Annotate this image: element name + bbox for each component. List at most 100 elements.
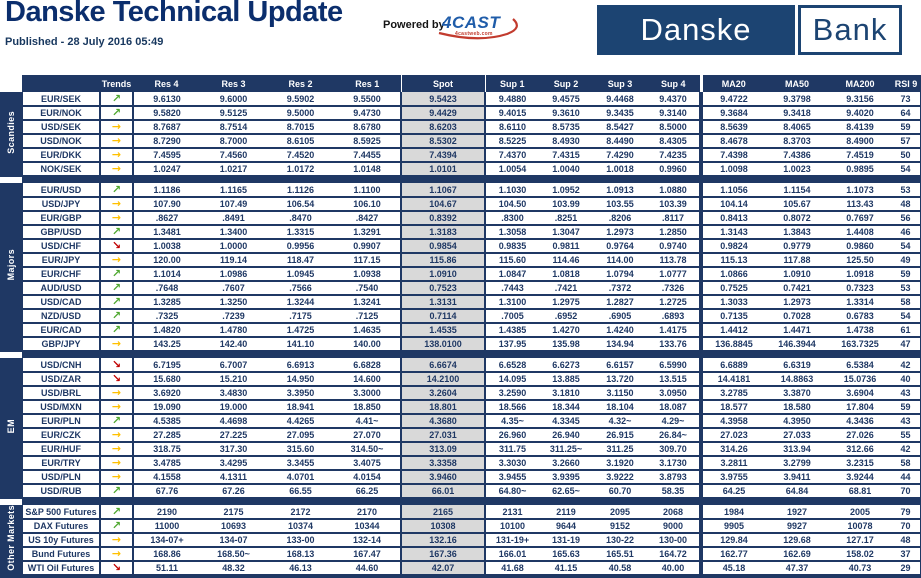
sup4-cell: 0.9740 xyxy=(647,239,703,254)
res4-cell: 6.7195 xyxy=(133,358,200,373)
sup1-cell: 9.4015 xyxy=(485,106,539,121)
sup2-cell: 18.344 xyxy=(539,400,593,415)
table-corner xyxy=(0,75,22,92)
sup4-cell: 9000 xyxy=(647,519,703,534)
ma50-cell: 9927 xyxy=(765,519,829,534)
pair-cell: USD/ZAR xyxy=(21,372,101,387)
res4-cell: 168.86 xyxy=(133,547,200,562)
res3-cell: .8491 xyxy=(200,211,267,226)
rsi9-cell: 59 xyxy=(891,120,921,135)
ma20-cell: 314.26 xyxy=(701,442,765,457)
pair-cell: EUR/JPY xyxy=(21,253,101,268)
pair-cell: EUR/CHF xyxy=(21,267,101,282)
res1-cell: 2170 xyxy=(334,505,401,520)
trend-cell: → xyxy=(100,547,134,562)
trend-cell: ↗ xyxy=(100,267,134,282)
res1-cell: .7540 xyxy=(334,281,401,296)
res1-cell: 66.25 xyxy=(334,484,401,499)
spot-cell: 4.3680 xyxy=(400,414,486,429)
trend-cell: → xyxy=(100,162,134,177)
sup3-cell: .7372 xyxy=(593,281,647,296)
table-row: EUR/NOK ↗ 9.5820 9.5125 9.5000 9.4730 9.4429 9.… xyxy=(0,106,921,121)
pair-cell: EUR/PLN xyxy=(21,414,101,429)
res1-cell: 140.00 xyxy=(334,337,401,352)
trend-cell: → xyxy=(100,428,134,443)
ma20-cell: 9.3684 xyxy=(701,106,765,121)
rsi9-cell: 48 xyxy=(891,197,921,212)
ma50-cell: 1.0910 xyxy=(765,267,829,282)
ma50-cell: 1.2973 xyxy=(765,295,829,310)
res3-cell: 3.4830 xyxy=(200,386,267,401)
4cast-logo: 4CAST 4castweb.com xyxy=(429,7,529,43)
pair-cell: US 10y Futures xyxy=(21,533,101,548)
pair-cell: USD/CAD xyxy=(21,295,101,310)
sup3-cell: 3.1150 xyxy=(593,386,647,401)
sup3-cell: 311.25 xyxy=(593,442,647,457)
res3-cell: 9.6000 xyxy=(200,92,267,107)
res3-cell: 7.4560 xyxy=(200,148,267,163)
res3-cell: 4.1311 xyxy=(200,470,267,485)
res1-cell: 18.850 xyxy=(334,400,401,415)
trend-cell: → xyxy=(100,134,134,149)
pair-column-header xyxy=(22,75,100,92)
sup1-cell: 3.9455 xyxy=(485,470,539,485)
res3-cell: 1.0217 xyxy=(200,162,267,177)
sup3-cell: 134.94 xyxy=(593,337,647,352)
trend-down-icon: ↘ xyxy=(111,358,122,371)
column-header-ma50: MA50 xyxy=(765,75,829,92)
pair-cell: EUR/CAD xyxy=(21,323,101,338)
ma20-cell: 7.4398 xyxy=(701,148,765,163)
trend-cell: ↘ xyxy=(100,561,134,577)
res1-cell: 1.0148 xyxy=(334,162,401,177)
res1-cell: 9.4730 xyxy=(334,106,401,121)
sup1-cell: 8.5225 xyxy=(485,134,539,149)
res3-cell: 317.30 xyxy=(200,442,267,457)
ma200-cell: 1.4408 xyxy=(829,225,891,240)
spot-cell: 66.01 xyxy=(400,484,486,499)
trend-flat-icon: → xyxy=(111,428,122,441)
res1-cell: 6.6828 xyxy=(334,358,401,373)
sup1-cell: 1.3100 xyxy=(485,295,539,310)
table-row: EUR/JPY → 120.00 119.14 118.47 117.15 115.86 11… xyxy=(0,253,921,268)
ma20-cell: 18.577 xyxy=(701,400,765,415)
res4-cell: 1.4820 xyxy=(133,323,200,338)
sup1-cell: 41.68 xyxy=(485,561,539,577)
danske-logo-text: Danske xyxy=(640,12,752,47)
spot-cell: 1.4535 xyxy=(400,323,486,338)
sup3-cell: 9.3435 xyxy=(593,106,647,121)
trend-cell: ↗ xyxy=(100,484,134,499)
res1-cell: 27.070 xyxy=(334,428,401,443)
trend-up-icon: ↗ xyxy=(111,484,122,497)
trend-cell: ↗ xyxy=(100,225,134,240)
group-separator-band xyxy=(22,498,921,505)
trend-flat-icon: → xyxy=(111,197,122,210)
ma20-cell: 0.7135 xyxy=(701,309,765,324)
res3-cell: 1.0986 xyxy=(200,267,267,282)
sup2-cell: 165.63 xyxy=(539,547,593,562)
res1-cell: .7125 xyxy=(334,309,401,324)
trend-cell: ↗ xyxy=(100,106,134,121)
ma50-cell: 146.3944 xyxy=(765,337,829,352)
rsi9-cell: 47 xyxy=(891,337,921,352)
ma50-cell: 14.8863 xyxy=(765,372,829,387)
ma20-cell: 9905 xyxy=(701,519,765,534)
ma50-cell: 8.3703 xyxy=(765,134,829,149)
sup4-cell: 133.76 xyxy=(647,337,703,352)
sup2-cell: 7.4315 xyxy=(539,148,593,163)
table-row: EUR/DKK → 7.4595 7.4560 7.4520 7.4455 7.4394 7.… xyxy=(0,148,921,163)
trend-cell: ↘ xyxy=(100,358,134,373)
pair-cell: USD/SEK xyxy=(21,120,101,135)
res2-cell: 1.3315 xyxy=(267,225,334,240)
pair-cell: USD/MXN xyxy=(21,400,101,415)
trend-cell: ↗ xyxy=(100,281,134,296)
pair-cell: WTI Oil Futures xyxy=(21,561,101,577)
rsi9-cell: 53 xyxy=(891,281,921,296)
ma200-cell: 10078 xyxy=(829,519,891,534)
res4-cell: 134-07+ xyxy=(133,533,200,548)
table-row: EM USD/CNH ↘ 6.7195 6.7007 6.6913 6.6828 6.6674… xyxy=(0,358,921,499)
res1-cell: 1.0938 xyxy=(334,267,401,282)
table-row: EUR/CAD ↗ 1.4820 1.4780 1.4725 1.4635 1.4535 1.… xyxy=(0,323,921,338)
trend-cell: → xyxy=(100,442,134,457)
res3-cell: 168.50~ xyxy=(200,547,267,562)
trend-cell: ↗ xyxy=(100,505,134,520)
